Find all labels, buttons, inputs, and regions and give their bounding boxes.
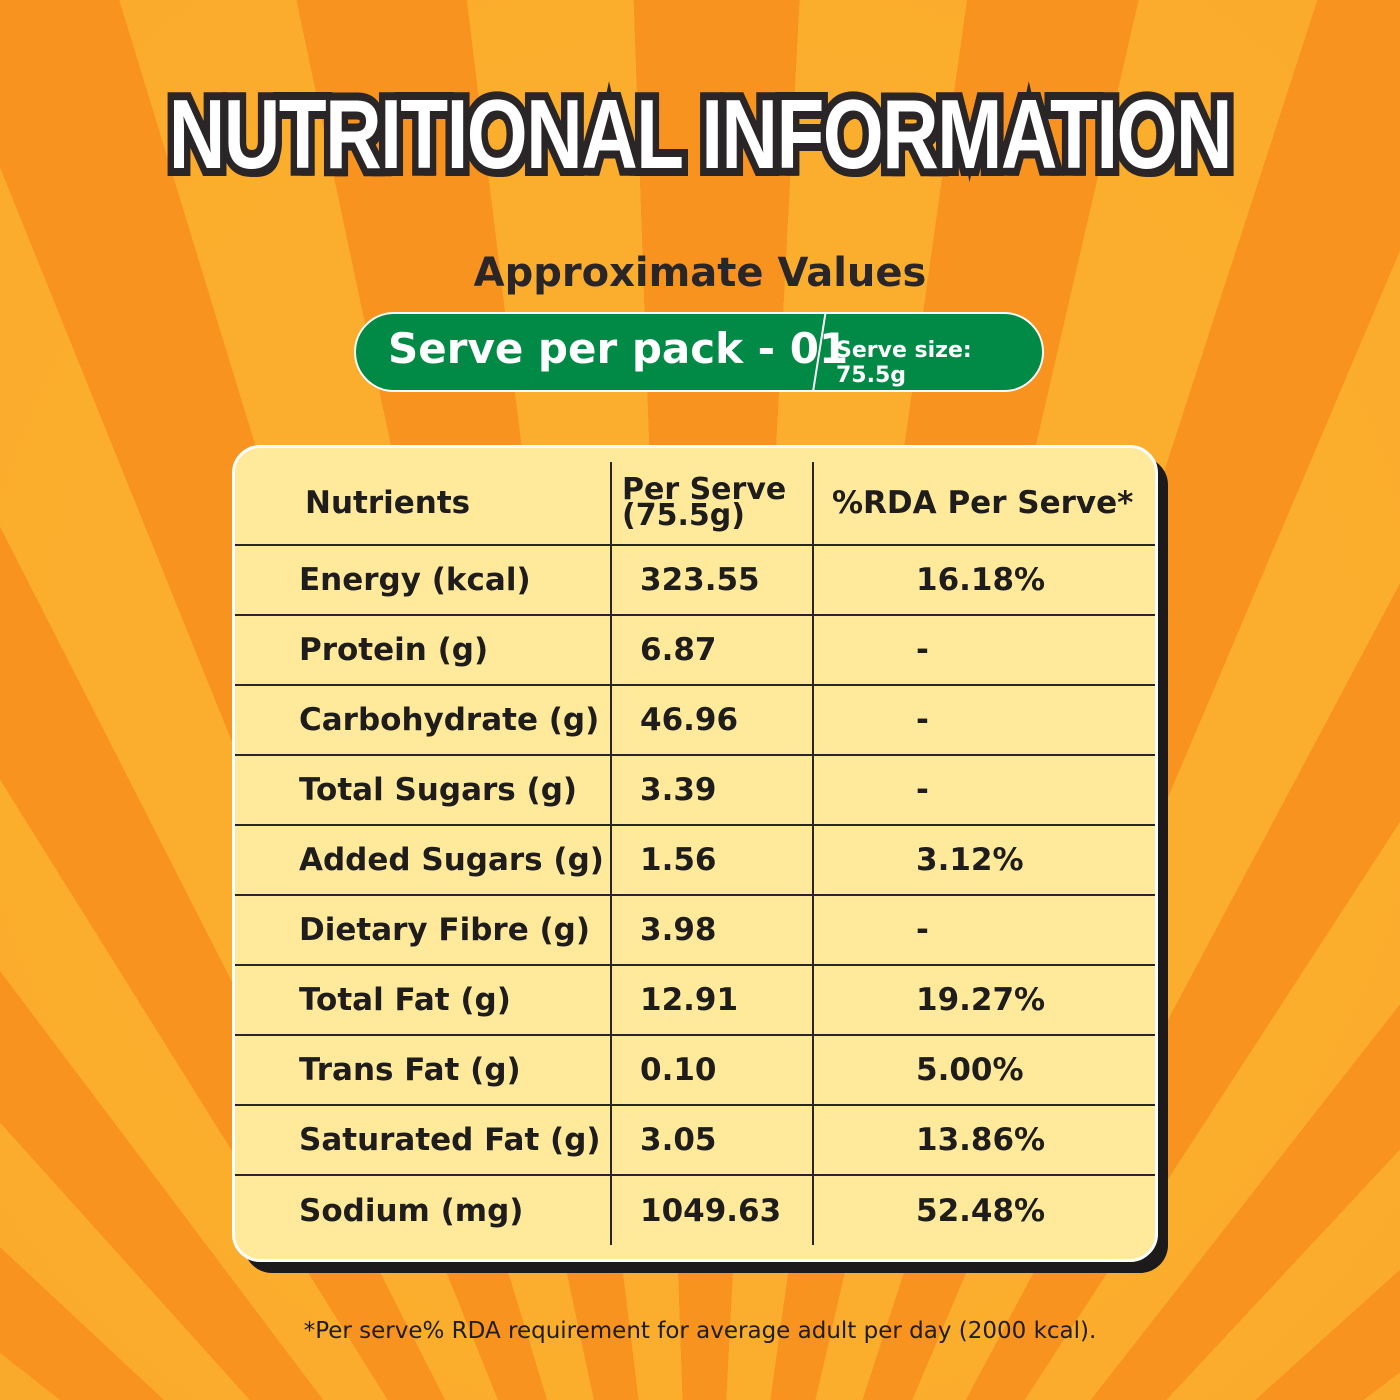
header-rda: %RDA Per Serve* <box>832 485 1134 521</box>
cell-per-serve: 1.56 <box>611 824 814 895</box>
cell-per-serve: 3.98 <box>611 894 814 965</box>
header-per-serve: Per Serve (75.5g) <box>611 462 814 545</box>
cell-nutrient: Trans Fat (g) <box>235 1034 612 1105</box>
serve-size: Serve size: 75.5g <box>836 338 972 388</box>
title-text: NUTRITIONAL INFORMATION <box>163 71 1240 197</box>
cell-rda: 3.12% <box>813 824 1155 895</box>
table-row: Saturated Fat (g) 3.05 13.86% <box>235 1104 1155 1175</box>
cell-per-serve: 3.05 <box>611 1104 814 1175</box>
nutrition-table-card: Nutrients Per Serve (75.5g) %RDA Per Ser… <box>232 445 1158 1262</box>
cell-per-serve: 6.87 <box>611 614 814 685</box>
serves-per-pack: Serve per pack - 01 <box>388 324 849 373</box>
cell-nutrient: Carbohydrate (g) <box>235 684 612 755</box>
cell-per-serve: 0.10 <box>611 1034 814 1105</box>
table-row: Protein (g) 6.87- <box>235 614 1155 685</box>
cell-per-serve: 46.96 <box>611 684 814 755</box>
cell-nutrient: Saturated Fat (g) <box>235 1104 612 1175</box>
cell-per-serve: 1049.63 <box>611 1174 814 1245</box>
cell-nutrient: Total Sugars (g) <box>235 754 612 825</box>
subtitle: Approximate Values <box>473 250 927 296</box>
cell-nutrient: Added Sugars (g) <box>235 824 612 895</box>
table-row: Trans Fat (g) 0.10 5.00% <box>235 1034 1155 1105</box>
cell-rda: - <box>813 894 1155 965</box>
table-row: Added Sugars (g) 1.56 3.12% <box>235 824 1155 895</box>
page-title: NUTRITIONAL INFORMATION <box>0 71 1400 197</box>
cell-per-serve: 323.55 <box>611 544 814 615</box>
cell-rda: - <box>813 614 1155 685</box>
cell-rda: 5.00% <box>813 1034 1155 1105</box>
table-row: Dietary Fibre (g) 3.98- <box>235 894 1155 965</box>
serve-banner: Serve per pack - 01 Serve size: 75.5g <box>354 312 1044 392</box>
table-row: Sodium (mg) 1049.63 52.48% <box>235 1174 1155 1245</box>
table-row: Energy (kcal) 323.55 16.18% <box>235 544 1155 615</box>
footnote: *Per serve% RDA requirement for average … <box>303 1318 1097 1344</box>
cell-rda: 13.86% <box>813 1104 1155 1175</box>
cell-rda: 16.18% <box>813 544 1155 615</box>
table-row: Total Fat (g) 12.91 19.27% <box>235 964 1155 1035</box>
cell-rda: 19.27% <box>813 964 1155 1035</box>
table-row: Total Sugars (g) 3.39- <box>235 754 1155 825</box>
header-nutrients: Nutrients <box>235 462 612 545</box>
cell-rda: - <box>813 684 1155 755</box>
cell-nutrient: Energy (kcal) <box>235 544 612 615</box>
cell-rda: - <box>813 754 1155 825</box>
table-row: Carbohydrate (g) 46.96- <box>235 684 1155 755</box>
cell-nutrient: Sodium (mg) <box>235 1174 612 1245</box>
cell-nutrient: Protein (g) <box>235 614 612 685</box>
cell-nutrient: Dietary Fibre (g) <box>235 894 612 965</box>
header-row: Nutrients Per Serve (75.5g) %RDA Per Ser… <box>235 462 1155 545</box>
cell-rda: 52.48% <box>813 1174 1155 1245</box>
cell-nutrient: Total Fat (g) <box>235 964 612 1035</box>
cell-per-serve: 3.39 <box>611 754 814 825</box>
nutrition-table: Nutrients Per Serve (75.5g) %RDA Per Ser… <box>235 462 1155 1245</box>
cell-per-serve: 12.91 <box>611 964 814 1035</box>
